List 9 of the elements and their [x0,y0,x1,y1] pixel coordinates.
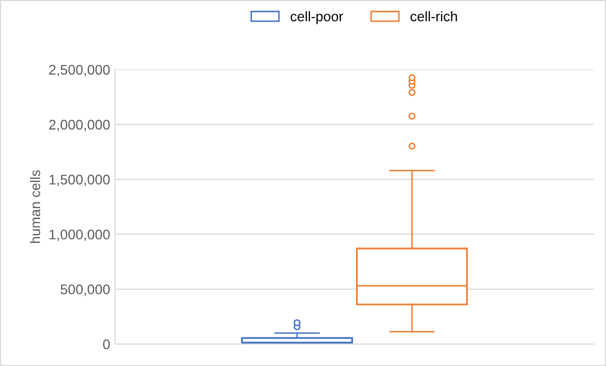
y-tick-label: 1,000,000 [50,230,110,242]
legend-label: cell-poor [290,11,344,24]
y-tick-label: 2,500,000 [49,64,110,76]
y-tick-label: 2,000,000 [49,120,110,132]
y-tick-label: 0 [103,339,110,350]
y-tick-label: 1,500,000 [50,174,110,186]
y-axis-title: human cells [30,170,40,243]
y-tick-label: 500,000 [60,284,110,296]
legend-label: cell-rich [410,11,457,22]
